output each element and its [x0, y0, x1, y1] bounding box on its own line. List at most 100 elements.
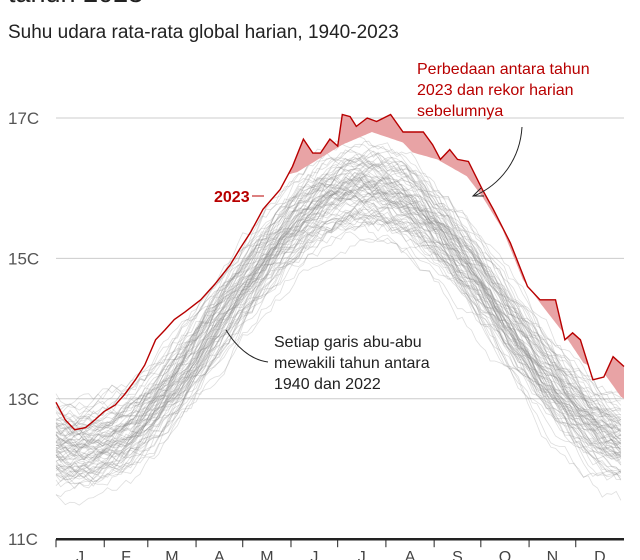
- arrow-head-icon: [471, 187, 484, 197]
- year-line-2007: [55, 183, 622, 448]
- year-line-2001: [55, 166, 622, 439]
- year-line-2000: [56, 176, 622, 453]
- year-line-1945: [55, 214, 622, 490]
- chart-title: tahun 2023: [8, 0, 143, 9]
- year-line-1973: [55, 167, 622, 445]
- year-line-1960: [55, 207, 621, 478]
- year-line-1952: [55, 188, 621, 466]
- year-line-2005: [55, 177, 622, 450]
- year-line-1954: [55, 201, 622, 461]
- year-line-1981: [55, 185, 622, 456]
- year-line-1978: [55, 193, 622, 469]
- year-line-1947: [55, 219, 622, 488]
- x-tick-label: M: [260, 549, 273, 560]
- year-line-1951: [55, 231, 622, 487]
- year-line-2012: [55, 163, 622, 435]
- difference-annotation-line1: Perbedaan antara tahun: [417, 61, 590, 78]
- gray-annotation-leader: [225, 329, 269, 363]
- year-line-1979: [55, 193, 622, 469]
- year-line-1953: [55, 181, 622, 460]
- year-line-1993: [55, 172, 622, 454]
- x-tick-label: J: [358, 549, 366, 560]
- chart-subtitle: Suhu udara rata-rata global harian, 1940…: [8, 22, 399, 43]
- year-line-1992: [55, 175, 622, 446]
- year-line-1962: [55, 187, 622, 461]
- y-tick-label: 13C: [8, 390, 39, 409]
- year-line-1998: [55, 169, 622, 432]
- year-line-1943: [55, 206, 622, 477]
- x-tick-label: D: [594, 549, 606, 560]
- year-line-1977: [55, 171, 622, 441]
- year-line-2016: [55, 157, 621, 431]
- x-tick-label: J: [76, 549, 84, 560]
- year-line-1991: [55, 191, 622, 462]
- year-line-2009: [55, 168, 622, 443]
- year-line-1999: [55, 160, 621, 427]
- gray-annotation-line1: Setiap garis abu-abu: [274, 334, 422, 351]
- year-line-1997: [55, 179, 622, 445]
- year-line-1948: [55, 223, 621, 497]
- year-line-1968: [55, 188, 621, 453]
- year-line-1984: [55, 171, 622, 434]
- year-line-2021: [55, 143, 622, 420]
- year-line-2014: [55, 156, 622, 429]
- year-line-2022: [55, 158, 621, 432]
- year-line-1995: [55, 170, 621, 447]
- difference-annotation-line3: sebelumnya: [417, 103, 503, 120]
- x-tick-label: F: [121, 549, 131, 560]
- year-line-1961: [55, 206, 622, 483]
- year-line-1985: [55, 189, 622, 448]
- year-line-1965: [55, 190, 622, 463]
- difference-annotation-line2: 2023 dan rekor harian: [417, 82, 574, 99]
- year-line-2003: [55, 148, 621, 429]
- label-2023: 2023: [214, 189, 250, 206]
- year-line-2019: [55, 152, 622, 442]
- year-line-1974: [55, 193, 622, 470]
- year-line-1987: [55, 156, 621, 436]
- year-line-1969: [55, 195, 622, 473]
- difference-arrow: [473, 126, 523, 197]
- year-line-1941: [55, 207, 622, 480]
- year-line-1971: [55, 214, 621, 476]
- year-line-1980: [55, 177, 621, 437]
- x-tick-label: A: [214, 549, 225, 560]
- year-line-2015: [55, 159, 621, 431]
- gray-annotation-line3: 1940 dan 2022: [274, 376, 381, 393]
- year-line-1988: [55, 170, 622, 442]
- x-tick-label: S: [452, 549, 463, 560]
- y-tick-label: 11C: [8, 530, 38, 549]
- gray-annotation-line2: mewakili tahun antara: [274, 355, 430, 372]
- year-line-1983: [55, 184, 622, 454]
- year-line-1950: [55, 217, 622, 481]
- year-line-1976: [55, 176, 622, 451]
- year-line-1958: [55, 207, 622, 481]
- line-2023: [55, 113, 625, 431]
- year-line-1956: [55, 201, 622, 474]
- year-line-1944: [55, 204, 622, 478]
- year-line-1972: [55, 178, 622, 451]
- year-line-1959: [55, 183, 622, 461]
- year-line-1966: [55, 198, 622, 478]
- x-tick-label: O: [499, 549, 511, 560]
- year-line-1942: [55, 197, 621, 486]
- year-line-1990: [55, 176, 622, 448]
- year-line-1955: [55, 214, 621, 472]
- year-line-1996: [55, 162, 622, 436]
- x-tick-label: M: [165, 549, 178, 560]
- year-line-2011: [55, 163, 622, 426]
- x-tick-label: A: [405, 549, 416, 560]
- year-line-1970: [55, 176, 622, 453]
- year-line-2006: [55, 149, 622, 415]
- year-line-2020: [55, 150, 621, 419]
- year-line-1946: [55, 206, 622, 473]
- year-line-1975: [55, 189, 622, 458]
- year-line-1940: [55, 237, 622, 506]
- year-line-1967: [55, 192, 622, 467]
- year-line-2004: [55, 148, 622, 427]
- year-line-1964: [55, 186, 622, 459]
- x-tick-label: N: [547, 549, 559, 560]
- year-line-1994: [55, 158, 622, 441]
- year-line-1963: [55, 197, 621, 472]
